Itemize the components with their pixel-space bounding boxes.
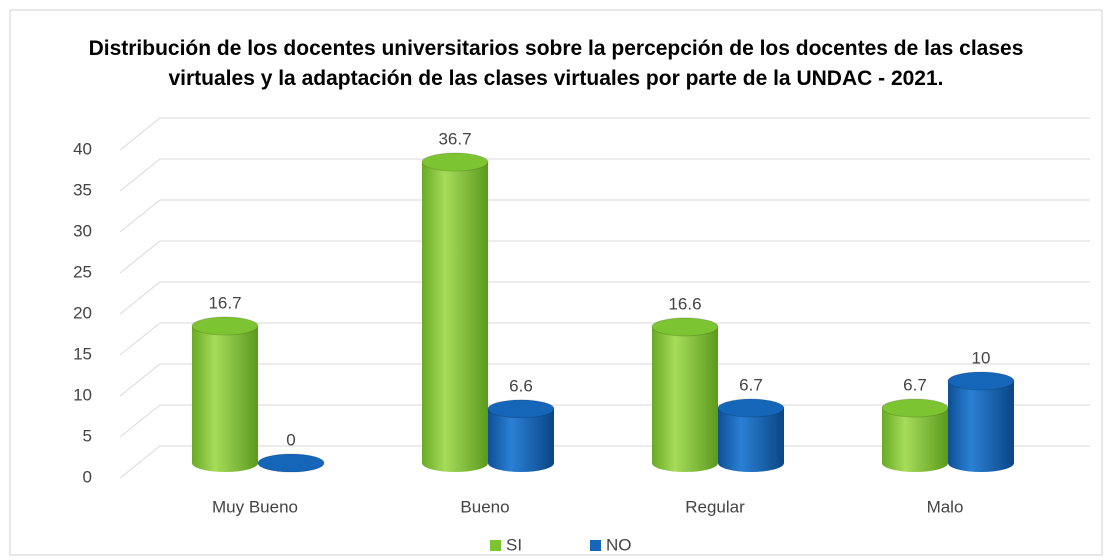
- bar-body: [652, 326, 718, 472]
- bar-body: [948, 381, 1014, 472]
- y-tick-label: 10: [73, 385, 92, 404]
- data-label: 16.7: [208, 294, 241, 313]
- y-tick-label: 0: [83, 467, 92, 486]
- x-tick-label: Bueno: [460, 497, 509, 516]
- bar-top: [191, 316, 259, 336]
- bar-top: [487, 399, 555, 419]
- x-tick-label: Muy Bueno: [212, 497, 298, 516]
- data-label: 6.7: [739, 376, 763, 395]
- bar-top: [717, 398, 785, 418]
- bar-top: [881, 398, 949, 418]
- bar: [881, 398, 949, 472]
- y-tick-label: 40: [73, 139, 92, 158]
- bar-top: [651, 317, 719, 337]
- grid-line: [119, 158, 1090, 192]
- x-tick-label: Regular: [685, 497, 745, 516]
- bar: [257, 453, 325, 473]
- grid-line: [119, 117, 1090, 151]
- data-label: 10: [972, 348, 991, 367]
- data-label: 6.7: [903, 376, 927, 395]
- chart-title: Distribución de los docentes universitar…: [88, 37, 1024, 90]
- y-tick-label: 30: [73, 221, 92, 240]
- grid-line: [119, 281, 1090, 315]
- y-tick-label: 20: [73, 303, 92, 322]
- data-label: 6.6: [509, 376, 533, 395]
- y-tick-label: 5: [83, 426, 92, 445]
- bar-body: [488, 408, 554, 472]
- data-label: 0: [286, 430, 295, 449]
- bar-body: [422, 162, 488, 472]
- legend-swatch: [490, 540, 501, 551]
- y-tick-label: 15: [73, 344, 92, 363]
- data-label: 36.7: [438, 130, 471, 149]
- bar: [651, 317, 719, 472]
- bar: [487, 399, 555, 472]
- bar-body: [192, 326, 258, 472]
- legend-label: SI: [506, 535, 522, 554]
- bar-body: [882, 408, 948, 472]
- bar: [421, 152, 489, 472]
- grid-line: [119, 322, 1090, 356]
- legend-label: NO: [606, 535, 632, 554]
- grid-line: [119, 363, 1090, 397]
- bar-top: [421, 152, 489, 172]
- y-tick-label: 35: [73, 180, 92, 199]
- bar: [947, 371, 1015, 472]
- data-label: 16.6: [668, 294, 701, 313]
- bar-body: [718, 408, 784, 472]
- grid-line: [119, 199, 1090, 233]
- bar: [191, 316, 259, 472]
- bar-top: [947, 371, 1015, 391]
- grid-line: [119, 240, 1090, 274]
- x-tick-label: Malo: [927, 497, 964, 516]
- legend-swatch: [590, 540, 601, 551]
- bar-top: [257, 453, 325, 473]
- y-tick-label: 25: [73, 262, 92, 281]
- bar: [717, 398, 785, 472]
- chart-border: [9, 9, 1103, 556]
